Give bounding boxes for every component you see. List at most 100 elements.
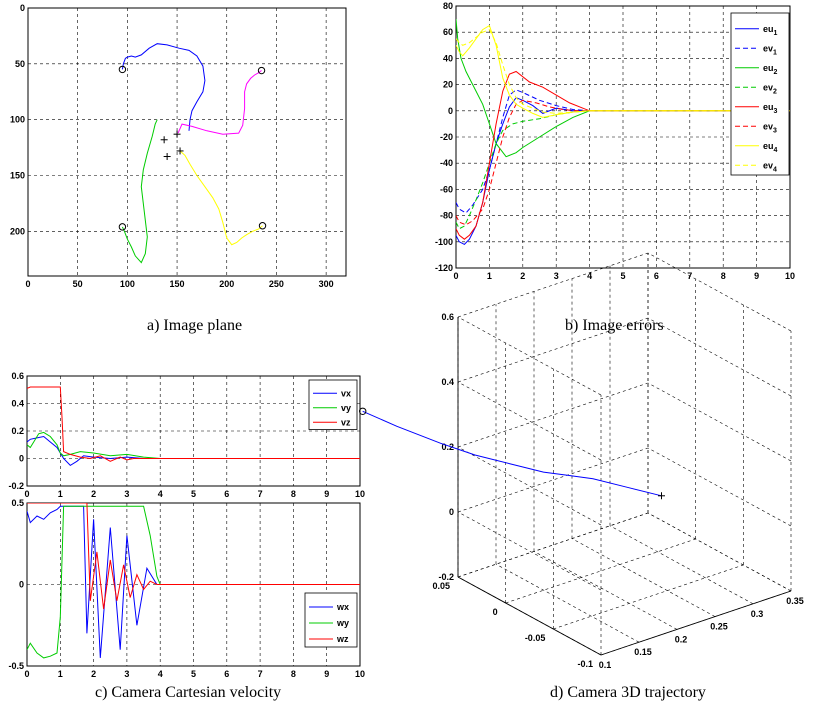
y-tick-label: 60 — [443, 27, 453, 37]
x-tick-label: 5 — [191, 489, 196, 499]
legend-box — [308, 379, 358, 430]
image-errors-chart: 0 1 2 3 4 5 6 7 8 9 10806040200-20-40-60-80-100-12… — [435, 1, 795, 281]
z-tick-label: 0.2 — [441, 442, 454, 452]
x-tick-label: 9 — [324, 669, 329, 679]
x-tick-label: 0 — [25, 279, 30, 289]
legend-label-wz: wz — [336, 634, 349, 644]
caption-b: b) Image errors — [565, 317, 664, 334]
y-tick-label: -0.5 — [8, 661, 24, 671]
legend-label-wx: wx — [336, 602, 349, 612]
legend-subscript: 3 — [774, 108, 778, 115]
x-tick-label: 6 — [224, 669, 229, 679]
legend-box — [730, 12, 790, 176]
x-tick-label: 2 — [91, 489, 96, 499]
x-tick-label: 2 — [520, 271, 525, 281]
x-tick-label: 8 — [291, 489, 296, 499]
x-tick-label: 6 — [654, 271, 659, 281]
legend-box — [304, 592, 358, 648]
y-tick-label: 0 — [448, 106, 453, 116]
legend-subscript: 1 — [773, 49, 777, 56]
y-axis — [457, 576, 602, 656]
start-marker — [118, 223, 127, 231]
y-tick-label: 0 — [493, 607, 498, 617]
y-tick-label: -20 — [440, 132, 453, 142]
legend-subscript: 4 — [774, 147, 778, 154]
start-marker — [118, 65, 127, 74]
trajectory-start-marker — [359, 407, 367, 415]
x-tick-label: 300 — [319, 279, 334, 289]
z-tick-label: 0.6 — [441, 312, 454, 322]
legend-subscript: 3 — [773, 127, 777, 134]
y-tick-label: 0.05 — [432, 581, 450, 591]
y-tick-label: 0 — [19, 454, 24, 464]
y-tick-label: 0.2 — [11, 426, 24, 436]
x-tick-label: 3 — [124, 669, 129, 679]
start-marker — [258, 222, 267, 230]
series-line-green — [121, 119, 158, 264]
series-line-blue — [121, 43, 206, 131]
x-tick-label: 1 — [58, 669, 63, 679]
series-line-vz — [27, 386, 360, 462]
floor-grid-x — [609, 525, 754, 605]
series-line-vy — [27, 431, 360, 459]
y-tick-label: 20 — [443, 80, 453, 90]
caption-a: a) Image plane — [147, 317, 242, 334]
x-tick-label: 8 — [721, 271, 726, 281]
x-tick-label: 1 — [487, 271, 492, 281]
y-tick-label: -0.05 — [525, 633, 546, 643]
x-tick-label: 9 — [324, 489, 329, 499]
left-wall-grid-h — [457, 511, 602, 591]
x-tick-label: 0 — [24, 669, 29, 679]
series-line-eu1 — [456, 97, 790, 246]
x-tick-label: 6 — [224, 489, 229, 499]
series-group — [27, 503, 360, 659]
legend-label-vy: vy — [341, 403, 351, 413]
y-tick-label: 0 — [19, 580, 24, 590]
legend-subscript: 2 — [773, 88, 777, 95]
legend-subscript: 4 — [773, 166, 777, 173]
series-line-ev3 — [456, 99, 790, 226]
x-tick-label: 50 — [73, 279, 83, 289]
x-tick-label: 2 — [91, 669, 96, 679]
x-tick-label: 0.3 — [751, 609, 764, 619]
y-tick-label: 0 — [20, 3, 25, 13]
y-tick-label: 0.4 — [11, 399, 24, 409]
z-tick-label: 0 — [449, 507, 454, 517]
legend-label-wy: wy — [336, 618, 349, 628]
floor-grid-x — [495, 563, 640, 643]
y-tick-label: 0.6 — [11, 371, 24, 381]
floor-grid-x — [533, 551, 678, 630]
x-tick-label: 9 — [754, 271, 759, 281]
plot-area — [27, 7, 347, 277]
legend-label-vx: vx — [341, 388, 351, 398]
z-tick-label: -0.2 — [438, 572, 454, 582]
y-tick-label: -100 — [435, 237, 453, 247]
x-tick-label: 0 — [24, 489, 29, 499]
x-tick-label: 10 — [355, 669, 365, 679]
x-tick-label: 10 — [785, 271, 795, 281]
side-wall-grid-h — [647, 317, 792, 397]
x-tick-label: 5 — [620, 271, 625, 281]
x-tick-label: 1 — [58, 489, 63, 499]
y-tick-label: 40 — [443, 53, 453, 63]
y-tick-label: -120 — [435, 263, 453, 273]
x-tick-label: 4 — [587, 271, 592, 281]
trajectory-line — [362, 410, 662, 497]
series-line-eu2 — [456, 19, 790, 158]
x-tick-label: 0.1 — [599, 660, 612, 670]
legend-subscript: 1 — [774, 30, 778, 37]
side-wall-grid-h — [647, 447, 792, 527]
floor-grid-y — [553, 564, 744, 630]
series-line-wz — [27, 503, 360, 610]
x-tick-label: 3 — [554, 271, 559, 281]
y-tick-label: 50 — [15, 59, 25, 69]
left-wall-grid-h — [457, 381, 602, 461]
image-plane-chart: 0 50 100 150 200 250 300 0 50 100 150 200 — [10, 3, 347, 289]
back-wall-grid-h — [457, 382, 649, 448]
y-tick-label: -0.1 — [577, 659, 593, 669]
legend-label-vz: vz — [341, 417, 351, 427]
side-wall-grid-h — [647, 512, 792, 592]
